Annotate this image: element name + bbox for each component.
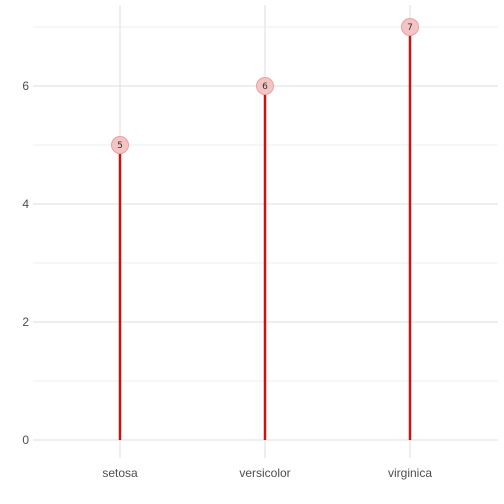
- x-tick-label: virginica: [388, 466, 432, 480]
- data-label: 7: [407, 23, 413, 33]
- y-tick-label: 6: [22, 79, 29, 93]
- lollipop-point: [111, 136, 129, 154]
- x-tick-label: versicolor: [239, 466, 290, 480]
- x-tick-label: setosa: [102, 466, 138, 480]
- axis-layer: 0 2 4 6 setosa versicolor virginica: [22, 79, 432, 480]
- lollipop-point: [256, 77, 274, 95]
- mark-layer: 5 6 7: [111, 18, 419, 440]
- y-tick-label: 2: [22, 315, 29, 329]
- y-tick-label: 0: [22, 433, 29, 447]
- lollipop-point: [401, 18, 419, 36]
- y-tick-label: 4: [22, 197, 29, 211]
- data-label: 6: [262, 82, 268, 92]
- data-label: 5: [117, 141, 123, 151]
